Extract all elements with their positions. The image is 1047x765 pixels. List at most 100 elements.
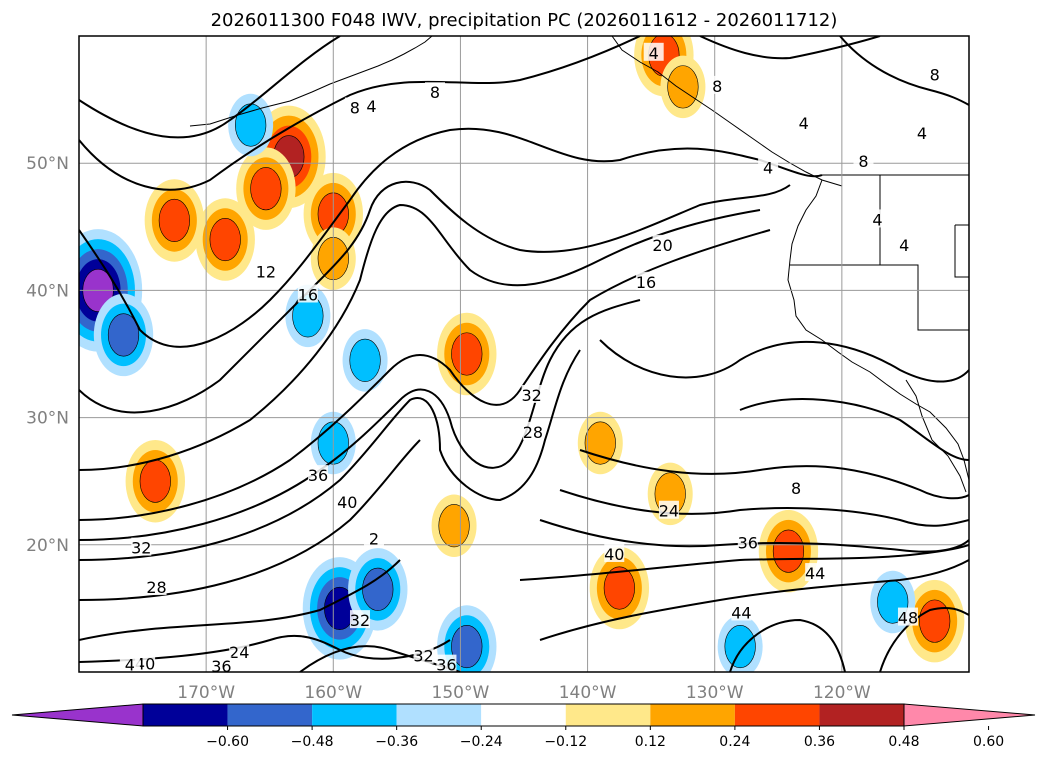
iwv-contours bbox=[79, 36, 969, 672]
contour-label-bg bbox=[413, 645, 434, 664]
precip-pc-level bbox=[139, 459, 171, 503]
alaska-aleutian-coastline bbox=[189, 36, 433, 127]
contour-label: 36 bbox=[211, 657, 231, 676]
iwv-contour bbox=[879, 606, 969, 672]
colorbar-swatch bbox=[312, 704, 397, 726]
contour-label-bg bbox=[658, 500, 679, 519]
colorbar-extend-high bbox=[903, 703, 1036, 727]
contour-label-bg bbox=[361, 96, 382, 115]
precip-pc-level bbox=[667, 65, 699, 109]
colorbar: −0.60 −0.48 −0.36 −0.24 −0.12 0.12 0.24 0.36 0.4… bbox=[11, 703, 1036, 750]
contour-label-bg bbox=[911, 122, 932, 141]
iwv-contour bbox=[79, 36, 341, 139]
contour-label-bg bbox=[255, 261, 276, 280]
lat-lon-grid bbox=[79, 36, 969, 672]
contour-label-bg bbox=[229, 641, 250, 660]
contour-label-bg bbox=[897, 607, 918, 626]
contour-label-bg bbox=[805, 563, 826, 582]
contour-label-bg bbox=[119, 654, 140, 673]
precip-pc-area bbox=[577, 411, 623, 475]
contour-label: 32 bbox=[350, 611, 370, 630]
iwv-contour bbox=[559, 489, 969, 527]
contour-label-bg bbox=[894, 234, 915, 253]
lat-label: 50°N bbox=[26, 154, 69, 174]
contour-label: 20 bbox=[652, 236, 672, 255]
contour-label: 24 bbox=[659, 502, 679, 521]
precip-pc-area bbox=[236, 147, 296, 230]
contour-label: 4 bbox=[125, 656, 135, 675]
colorbar-tick-label: 0.48 bbox=[888, 734, 919, 750]
contour-label: 8 bbox=[858, 152, 868, 171]
colorbar-swatch bbox=[227, 704, 313, 726]
colorbar-tick-label: 0.24 bbox=[719, 734, 750, 750]
lon-label: 150°W bbox=[432, 683, 490, 703]
contour-label-bg bbox=[521, 384, 542, 403]
baja-california-coastline bbox=[905, 379, 967, 493]
contour-label: 8 bbox=[930, 65, 940, 84]
precip-pc-area bbox=[348, 548, 408, 631]
contour-label: 4 bbox=[649, 44, 659, 63]
lon-label: 130°W bbox=[686, 683, 744, 703]
lat-label: 40°N bbox=[26, 281, 69, 301]
contour-label-bg bbox=[636, 271, 657, 290]
contour-label-bg bbox=[211, 655, 232, 674]
contour-label-bg bbox=[308, 465, 329, 484]
precip-pc-level bbox=[584, 421, 616, 465]
iwv-contour bbox=[79, 203, 761, 471]
contour-label: 40 bbox=[604, 545, 624, 564]
contour-label-bg bbox=[758, 157, 779, 176]
precip-pc-level bbox=[209, 217, 241, 262]
latitude-labels: 50°N 40°N 30°N 20°N bbox=[26, 154, 69, 556]
contour-label: 16 bbox=[636, 273, 656, 292]
contour-label-bg bbox=[522, 421, 543, 440]
colorbar-swatch bbox=[819, 704, 904, 726]
colorbar-tick-label: 0.12 bbox=[635, 734, 666, 750]
precip-pc-area bbox=[758, 509, 819, 593]
contour-label: 8 bbox=[791, 479, 801, 498]
precip-pc-level bbox=[158, 198, 190, 242]
iwv-contour bbox=[79, 439, 421, 601]
colorbar-swatch bbox=[565, 704, 651, 726]
contour-label: 40 bbox=[337, 493, 357, 512]
contour-label-bg bbox=[731, 602, 752, 621]
longitude-labels: 170°W 160°W 150°W 140°W 130°W 120°W bbox=[177, 683, 871, 703]
precip-pc-level bbox=[603, 566, 635, 610]
contour-label: 4 bbox=[366, 97, 376, 116]
precip-pc-level bbox=[919, 599, 951, 643]
state-border bbox=[954, 224, 969, 278]
precip-pc-level bbox=[451, 625, 483, 669]
contour-label-bg bbox=[786, 477, 807, 496]
contour-label: 32 bbox=[413, 647, 433, 666]
contour-label-bg bbox=[363, 528, 384, 547]
colorbar-extend-low bbox=[11, 703, 144, 727]
iwv-contour bbox=[79, 634, 451, 663]
lon-label: 120°W bbox=[813, 683, 871, 703]
precip-pc-level bbox=[724, 625, 756, 669]
contour-label-bg bbox=[853, 150, 874, 169]
precip-pc-area bbox=[437, 312, 497, 396]
colorbar-swatch bbox=[481, 704, 566, 726]
colorbar-tick-label: −0.60 bbox=[206, 734, 249, 750]
colorbar-tick-label: −0.36 bbox=[375, 734, 418, 750]
colorbar-tick-label: 0.60 bbox=[973, 734, 1004, 750]
contour-label-bg bbox=[349, 610, 370, 629]
iwv-contour bbox=[79, 36, 641, 191]
precip-pc-area bbox=[589, 546, 650, 630]
colorbar-swatch bbox=[396, 704, 482, 726]
iwv-contour bbox=[539, 559, 969, 641]
colorbar-tick-label: 0.36 bbox=[804, 734, 835, 750]
contour-label: 8 bbox=[712, 77, 722, 96]
contour-label-bg bbox=[924, 64, 945, 83]
lon-label: 160°W bbox=[304, 683, 362, 703]
contour-label: 28 bbox=[146, 578, 166, 597]
precip-pc-area bbox=[717, 615, 763, 672]
colorbar-tick-label: −0.12 bbox=[544, 734, 587, 750]
contour-label-bg bbox=[146, 577, 167, 596]
iwv-contour bbox=[79, 559, 401, 641]
contour-label-bg bbox=[793, 112, 814, 131]
contour-label: 36 bbox=[308, 466, 328, 485]
precip-pc-level bbox=[438, 504, 470, 548]
contour-label-bg bbox=[436, 654, 457, 673]
contour-label: 4 bbox=[763, 158, 773, 177]
contour-label-bg bbox=[297, 284, 318, 303]
